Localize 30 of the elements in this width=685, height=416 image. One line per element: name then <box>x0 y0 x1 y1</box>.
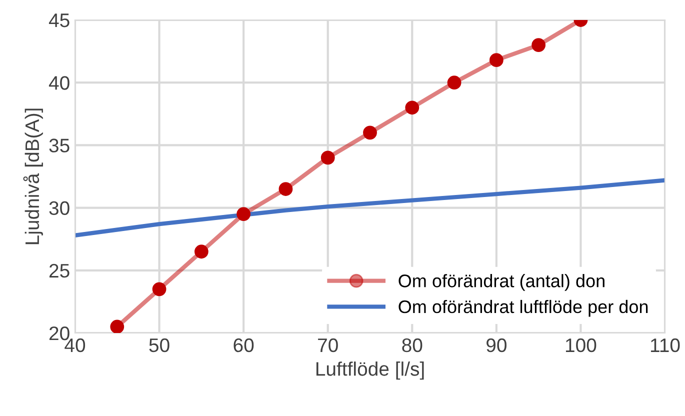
point <box>320 150 335 165</box>
x-tick-label: 60 <box>234 338 254 352</box>
x-tick-label: 80 <box>402 338 422 352</box>
point <box>489 53 504 68</box>
x-tick-label: 110 <box>650 338 680 352</box>
y-tick-label: 30 <box>49 201 70 216</box>
point <box>278 182 293 196</box>
y-tick-label: 35 <box>49 138 70 152</box>
y-tick-label: 25 <box>49 264 70 278</box>
legend-label: Om oförändrat (antal) don <box>398 274 604 291</box>
line-series <box>75 178 665 238</box>
x-tick-label: 100 <box>566 338 596 352</box>
y-tick-label: 40 <box>48 76 70 90</box>
y-tick-label: 20 <box>49 326 70 340</box>
y-axis-title: Ljudnivå [dB(A)] <box>23 108 43 244</box>
x-tick-label: 70 <box>318 338 338 352</box>
x-tick-label: 50 <box>149 338 170 352</box>
point <box>405 100 420 115</box>
point <box>194 244 208 259</box>
y-tick-label: 45 <box>48 14 70 28</box>
point <box>532 38 546 52</box>
point <box>447 76 462 90</box>
x-axis-title: Luftflöde [l/s] <box>316 362 424 380</box>
x-tick-label: 90 <box>486 338 506 352</box>
point <box>236 207 251 222</box>
legend-label: Om oförändrat luftflöde per don <box>398 300 648 317</box>
point <box>110 320 124 333</box>
x-tick-label: 40 <box>64 338 86 352</box>
point <box>152 282 166 296</box>
point <box>363 126 377 140</box>
